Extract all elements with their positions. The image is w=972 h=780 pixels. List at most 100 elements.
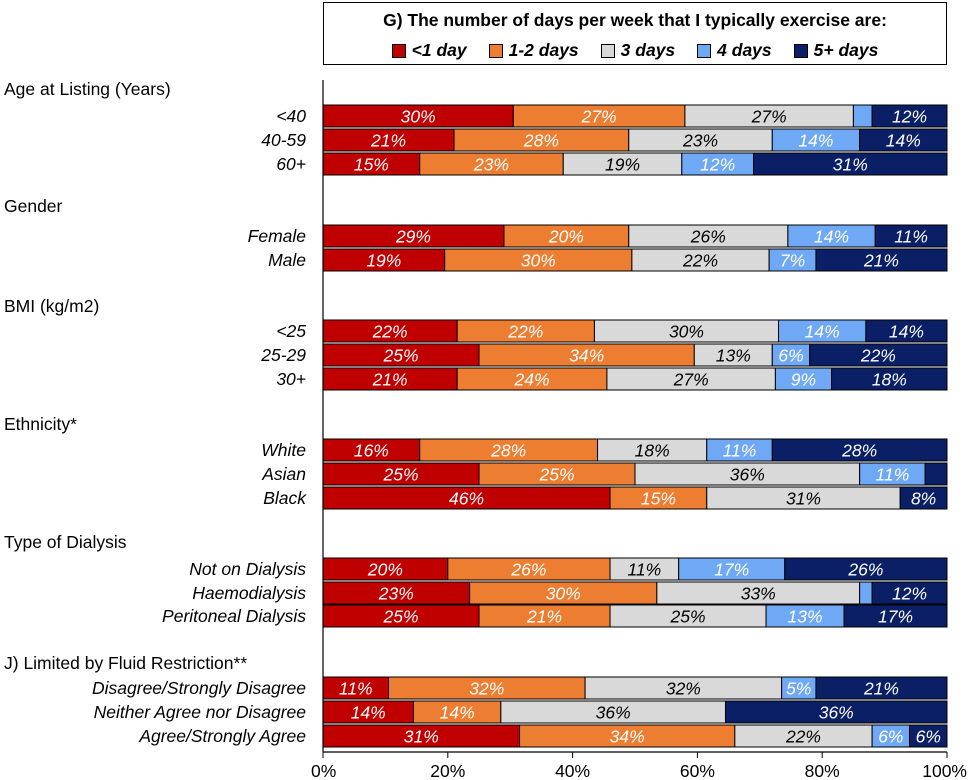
data-label: 25% xyxy=(670,607,706,627)
category-label: <25 xyxy=(276,321,306,341)
data-label: 9% xyxy=(791,370,816,390)
category-label: Peritoneal Dialysis xyxy=(162,606,306,626)
data-label: 22% xyxy=(785,727,821,747)
legend-label-1-2-days: 1-2 days xyxy=(508,40,579,60)
data-label: 21% xyxy=(863,679,899,699)
data-label: 17% xyxy=(878,607,913,627)
data-label: 15% xyxy=(354,155,389,175)
legend-item-4-days: 4 days xyxy=(697,40,772,61)
data-label: 21% xyxy=(372,370,408,390)
legend-item-5plus-days: 5+ days xyxy=(793,40,878,61)
data-label: 25% xyxy=(382,346,418,366)
data-label: 20% xyxy=(367,560,403,580)
legend-label-4-days: 4 days xyxy=(717,40,772,60)
x-tick-label: 60% xyxy=(680,761,715,780)
group-title: Age at Listing (Years) xyxy=(4,79,171,99)
bar-segment xyxy=(899,486,948,510)
data-label: 22% xyxy=(682,251,718,271)
bar-segment xyxy=(874,224,948,248)
data-label: 32% xyxy=(666,679,701,699)
data-label: 30% xyxy=(521,251,556,271)
category-label: 60+ xyxy=(276,154,306,174)
x-tick-label: 40% xyxy=(555,761,590,780)
category-label: Haemodialysis xyxy=(192,583,306,603)
data-label: 30% xyxy=(546,584,581,604)
legend-swatch-1-2-days xyxy=(488,43,503,58)
legend-item-3-days: 3 days xyxy=(600,40,676,61)
legend-items: <1 day 1-2 days 3 days 4 days 5+ days xyxy=(324,40,946,61)
data-label: 14% xyxy=(440,703,475,723)
data-label: 5% xyxy=(786,679,811,699)
bar-segment xyxy=(815,248,948,272)
bar-segment xyxy=(831,367,948,391)
data-label: 12% xyxy=(700,155,735,175)
data-label: 14% xyxy=(351,703,386,723)
data-label: 22% xyxy=(860,346,896,366)
data-label: 27% xyxy=(751,107,787,127)
data-label: 32% xyxy=(469,679,504,699)
data-label: 14% xyxy=(798,131,833,151)
legend-swatch-5plus-days xyxy=(793,43,808,58)
legend: G) The number of days per week that I ty… xyxy=(323,2,947,65)
bar-segment xyxy=(809,343,948,367)
data-label: 14% xyxy=(805,322,840,342)
bar-segment xyxy=(815,676,948,700)
group-title: J) Limited by Fluid Restriction** xyxy=(4,653,247,673)
data-label: 15% xyxy=(641,489,676,509)
category-label: 40-59 xyxy=(261,130,306,150)
category-label: 25-29 xyxy=(260,345,306,365)
data-label: 26% xyxy=(510,560,546,580)
legend-label-3-days: 3 days xyxy=(620,40,676,60)
data-label: 28% xyxy=(490,441,526,461)
legend-label-lt1-day: <1 day xyxy=(411,40,467,60)
data-label: 11% xyxy=(339,679,373,699)
bar-segment xyxy=(871,581,948,605)
data-label: 11% xyxy=(876,465,910,485)
bar-segment xyxy=(871,104,948,128)
bar-segment xyxy=(859,128,948,152)
data-label: 27% xyxy=(581,107,617,127)
data-label: 24% xyxy=(514,370,550,390)
data-label: 36% xyxy=(819,703,854,723)
data-label: 29% xyxy=(395,227,431,247)
data-label: 21% xyxy=(863,251,899,271)
data-label: 21% xyxy=(526,607,562,627)
category-label: Not on Dialysis xyxy=(189,559,306,579)
group-title: Gender xyxy=(4,196,63,216)
data-label: 22% xyxy=(372,322,408,342)
data-label: 11% xyxy=(894,227,928,247)
category-label: 30+ xyxy=(276,369,306,389)
data-label: 36% xyxy=(596,703,631,723)
data-label: 28% xyxy=(523,131,559,151)
bar-segment xyxy=(771,438,948,462)
data-label: 25% xyxy=(382,465,418,485)
legend-item-1-2-days: 1-2 days xyxy=(488,40,579,61)
data-label: 34% xyxy=(610,727,645,747)
data-label: 23% xyxy=(378,584,414,604)
bar-segment xyxy=(843,604,948,628)
legend-swatch-lt1-day xyxy=(391,43,406,58)
bar-segment xyxy=(924,462,948,486)
category-label: Male xyxy=(268,250,306,270)
data-label: 25% xyxy=(538,465,574,485)
category-label: Disagree/Strongly Disagree xyxy=(92,678,306,698)
data-label: 11% xyxy=(627,560,661,580)
data-label: 30% xyxy=(401,107,436,127)
data-label: 28% xyxy=(841,441,877,461)
legend-swatch-3-days xyxy=(600,43,615,58)
data-label: 27% xyxy=(673,370,709,390)
data-label: 18% xyxy=(635,441,670,461)
data-label: 31% xyxy=(786,489,821,509)
bar-segment xyxy=(859,581,873,605)
data-label: 46% xyxy=(449,489,484,509)
x-tick-label: 20% xyxy=(430,761,465,780)
bar-segment xyxy=(784,557,948,581)
category-label: Female xyxy=(248,226,307,246)
bar-segment xyxy=(852,104,873,128)
data-label: 33% xyxy=(741,584,776,604)
data-label: 6% xyxy=(916,727,941,747)
data-label: 12% xyxy=(892,107,927,127)
data-label: 18% xyxy=(872,370,907,390)
x-tick-label: 100% xyxy=(922,761,967,780)
data-label: 14% xyxy=(814,227,849,247)
